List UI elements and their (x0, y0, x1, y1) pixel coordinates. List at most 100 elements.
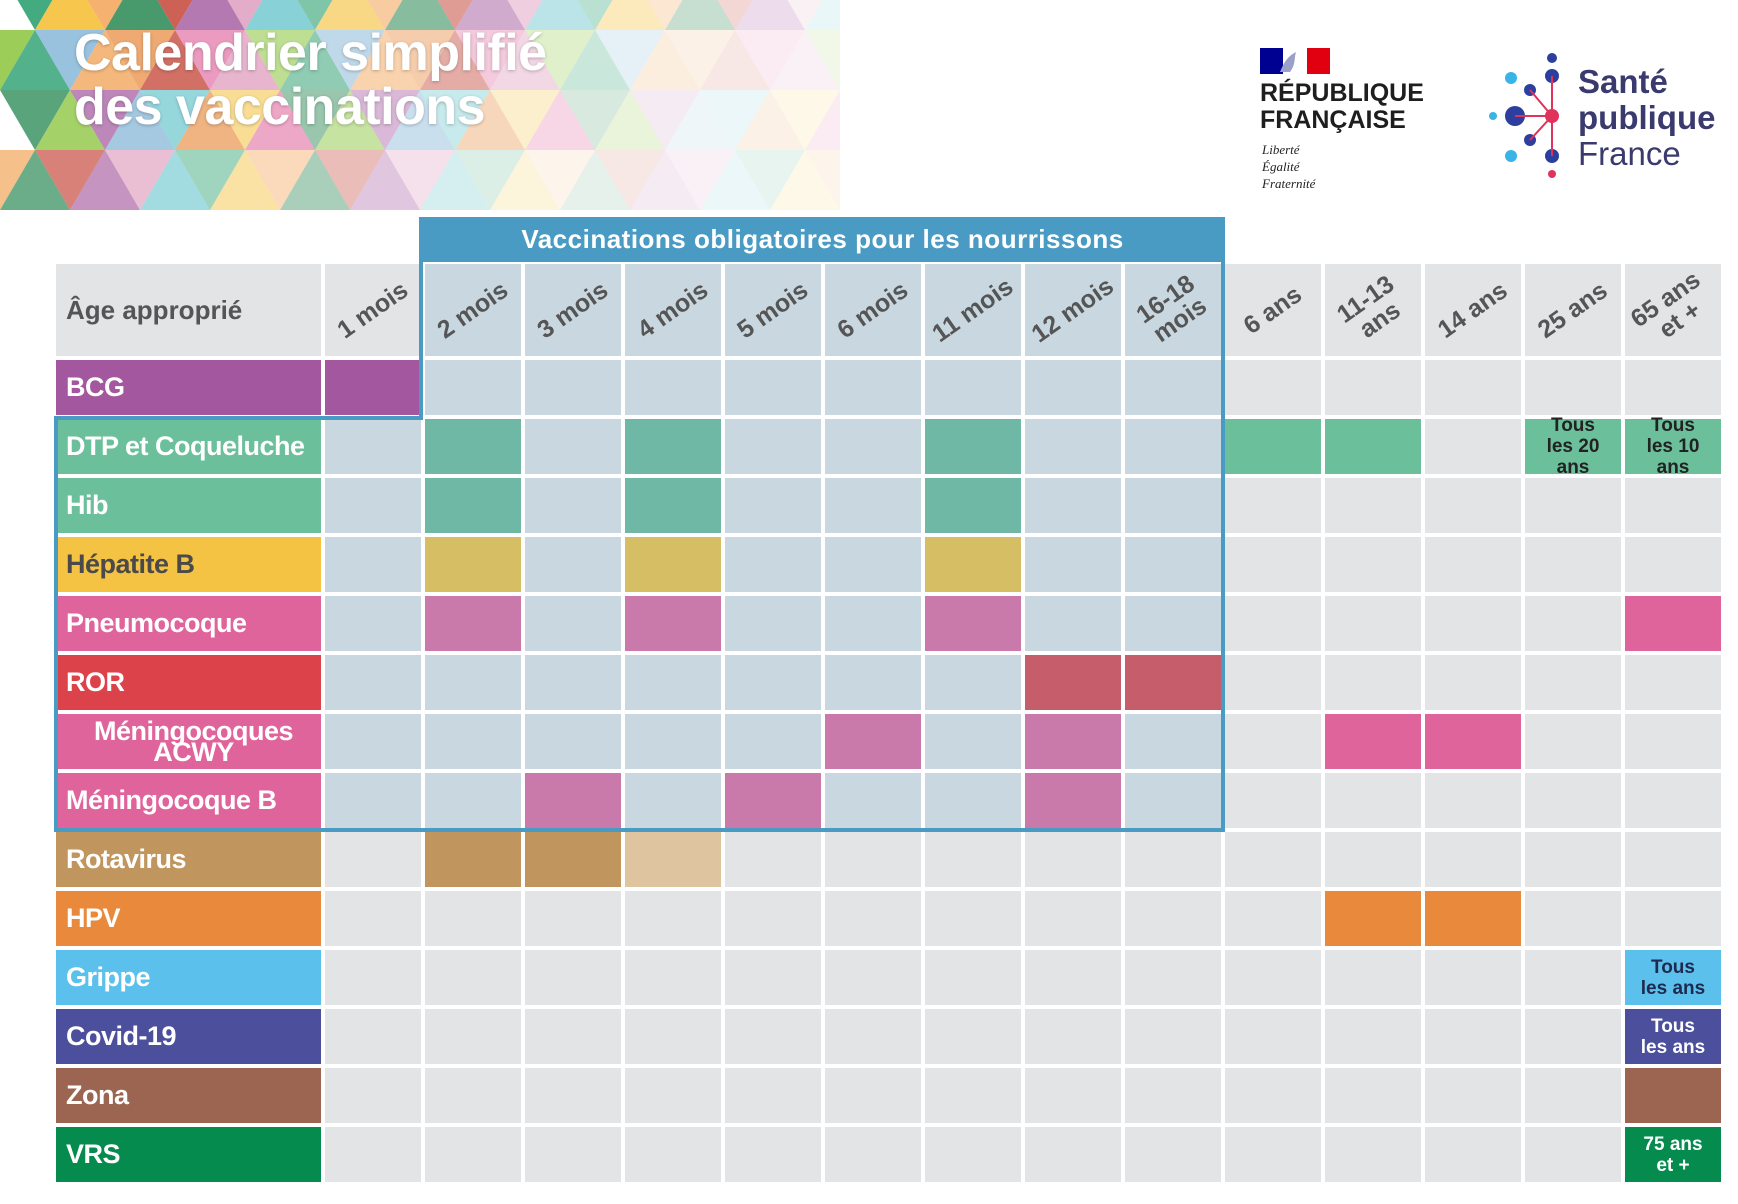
schedule-cell (525, 891, 621, 946)
schedule-cell (1525, 832, 1621, 887)
schedule-cell-filled (1425, 891, 1521, 946)
schedule-cell (1325, 1068, 1421, 1123)
schedule-cell (525, 950, 621, 1005)
age-label: 3 mois (532, 275, 614, 344)
decor-triangle (105, 30, 175, 90)
schedule-cell-filled (1025, 655, 1121, 710)
schedule-cell (925, 360, 1021, 415)
schedule-cell (725, 478, 821, 533)
marianne-logo (1260, 48, 1330, 74)
decor-triangle (490, 90, 560, 150)
schedule-cell (425, 1127, 521, 1182)
mandatory-banner: Vaccinations obligatoires pour les nourr… (421, 217, 1224, 262)
decor-triangle (420, 150, 490, 210)
schedule-cell (525, 478, 621, 533)
schedule-cell (725, 1068, 821, 1123)
schedule-cell-filled (625, 596, 721, 651)
schedule-cell (525, 596, 621, 651)
schedule-cell (1625, 655, 1721, 710)
decor-triangle (595, 0, 665, 30)
schedule-cell (825, 537, 921, 592)
schedule-cell-filled (425, 537, 521, 592)
schedule-cell (1125, 478, 1221, 533)
age-header: 6 mois (825, 264, 921, 356)
schedule-cell (1325, 1127, 1421, 1182)
decor-triangle (0, 90, 70, 150)
schedule-cell (425, 1068, 521, 1123)
schedule-cell (325, 773, 421, 828)
age-header: 25 ans (1525, 264, 1621, 356)
schedule-cell-filled (925, 537, 1021, 592)
schedule-cell (1625, 832, 1721, 887)
schedule-cell (1225, 360, 1321, 415)
age-label: 2 mois (432, 275, 514, 344)
schedule-cell (625, 1009, 721, 1064)
schedule-cell (625, 1068, 721, 1123)
text-line: Égalité (1262, 159, 1300, 174)
age-label: 6 mois (832, 275, 914, 344)
schedule-cell (325, 1009, 421, 1064)
decor-triangle (560, 30, 630, 90)
schedule-cell-filled (725, 773, 821, 828)
schedule-cell (925, 950, 1021, 1005)
decor-triangle (210, 150, 280, 210)
decor-triangle (665, 30, 735, 90)
schedule-cell (1325, 655, 1421, 710)
schedule-cell (1525, 1068, 1621, 1123)
decor-triangle (787, 0, 823, 30)
decor-triangle (577, 0, 613, 30)
schedule-cell (1125, 1127, 1221, 1182)
schedule-cell (525, 1068, 621, 1123)
schedule-cell (1025, 1127, 1121, 1182)
schedule-cell (525, 419, 621, 474)
schedule-cell (1125, 773, 1221, 828)
decor-triangle (735, 90, 805, 150)
decor-triangle (805, 150, 840, 210)
schedule-cell-filled (1425, 714, 1521, 769)
age-header: 4 mois (625, 264, 721, 356)
schedule-cell (1125, 419, 1221, 474)
decor-triangle (105, 90, 175, 150)
age-header: 6 ans (1225, 264, 1321, 356)
decor-triangle (315, 150, 385, 210)
decor-triangle (455, 0, 525, 30)
schedule-cell (725, 655, 821, 710)
decor-triangle (700, 90, 770, 150)
schedule-cell (1025, 1009, 1121, 1064)
schedule-cell (1025, 537, 1121, 592)
decor-triangle (735, 0, 805, 30)
schedule-cell (1325, 773, 1421, 828)
schedule-cell (325, 950, 421, 1005)
schedule-cell (525, 655, 621, 710)
schedule-cell (1425, 1009, 1521, 1064)
schedule-cell (1225, 950, 1321, 1005)
schedule-cell (725, 1009, 821, 1064)
schedule-cell (1625, 891, 1721, 946)
schedule-cell (1425, 596, 1521, 651)
schedule-cell (1425, 1127, 1521, 1182)
schedule-cell (1325, 950, 1421, 1005)
vaccine-name: Hépatite B (56, 537, 321, 592)
schedule-cell (1525, 537, 1621, 592)
decor-triangle (647, 0, 683, 30)
schedule-cell (1225, 1127, 1321, 1182)
schedule-cell-filled (1625, 1068, 1721, 1123)
schedule-cell (425, 360, 521, 415)
schedule-cell-filled (1325, 891, 1421, 946)
schedule-cell (1525, 360, 1621, 415)
schedule-cell-filled: Tous les 20 ans (1525, 415, 1621, 478)
schedule-cell (1025, 478, 1121, 533)
schedule-cell (1125, 360, 1221, 415)
decor-triangle (367, 0, 403, 30)
age-label: 1 mois (332, 275, 414, 344)
schedule-cell (825, 419, 921, 474)
schedule-cell (1225, 596, 1321, 651)
schedule-cell (1525, 1009, 1621, 1064)
schedule-cell (425, 950, 521, 1005)
schedule-cell (1425, 537, 1521, 592)
decor-triangle (70, 90, 140, 150)
age-label: 14 ans (1432, 275, 1513, 344)
decor-triangle (350, 90, 420, 150)
schedule-cell (425, 1009, 521, 1064)
